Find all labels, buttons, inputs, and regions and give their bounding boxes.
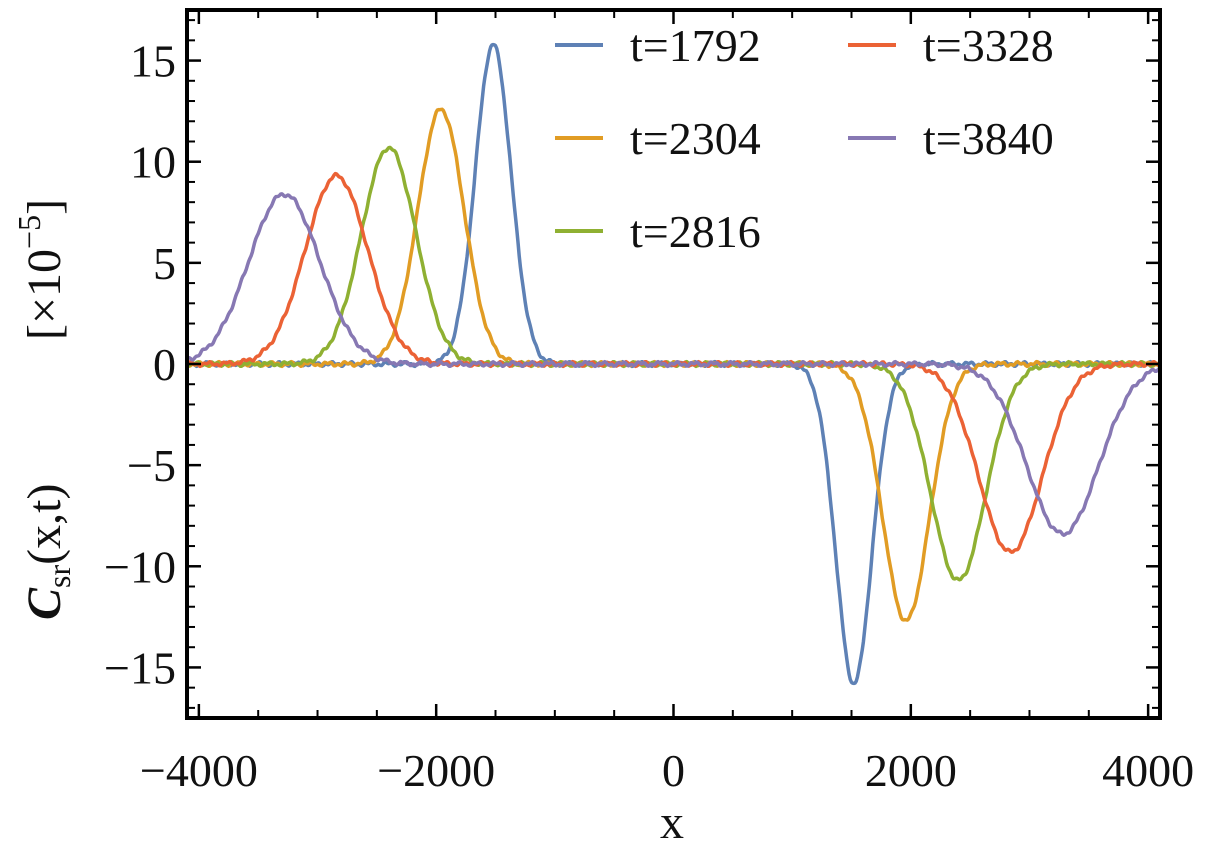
legend-item-4: t=3328 xyxy=(848,20,1054,71)
x-tick-label: 4000 xyxy=(1102,745,1194,796)
y-tick-label: 10 xyxy=(130,137,176,188)
y-tick-label: −10 xyxy=(104,541,176,592)
y-axis-label-args: (x,t) xyxy=(18,484,71,565)
y-unit-multiplier: [×10−5] xyxy=(11,199,71,340)
legend-label: t=2304 xyxy=(630,113,761,164)
svg-text:Csr(x,t): Csr(x,t) xyxy=(18,484,77,620)
y-axis-label-sub: sr xyxy=(41,565,77,588)
legend-item-3: t=2816 xyxy=(555,206,761,257)
y-tick-label: 5 xyxy=(153,238,176,289)
legend-label: t=1792 xyxy=(630,20,761,71)
legend-label: t=2816 xyxy=(630,206,761,257)
y-tick-label: 0 xyxy=(153,339,176,390)
y-tick-label: 15 xyxy=(130,36,176,87)
y-tick-label: −15 xyxy=(104,642,176,693)
legend-label: t=3840 xyxy=(923,113,1054,164)
x-tick-label: 0 xyxy=(662,745,685,796)
x-tick-label: −2000 xyxy=(377,745,495,796)
series-layer xyxy=(187,42,1160,686)
y-unit-exponent: −5 xyxy=(11,215,47,249)
x-axis-label: x xyxy=(660,796,684,849)
series-line-5 xyxy=(187,192,1160,537)
ticks-layer: −4000 −2000 0 2000 4000 −15 −10 −5 0 5 10 15 xyxy=(104,10,1194,796)
svg-text:[×10−5]: [×10−5] xyxy=(11,199,71,340)
y-unit-suffix: ] xyxy=(18,199,71,215)
y-axis-label-main: C xyxy=(18,587,71,620)
y-unit-prefix: [×10 xyxy=(18,249,71,340)
legend-item-2: t=2304 xyxy=(555,113,761,164)
legend-item-1: t=1792 xyxy=(555,20,761,71)
legend: t=1792 t=2304 t=2816 t=3328 t=3840 xyxy=(555,20,1054,257)
y-tick-label: −5 xyxy=(127,440,176,491)
y-axis-label: Csr(x,t) xyxy=(18,484,77,620)
legend-label: t=3328 xyxy=(923,20,1054,71)
x-tick-label: −4000 xyxy=(140,745,258,796)
x-tick-label: 2000 xyxy=(865,745,957,796)
plot-frame xyxy=(185,8,1162,720)
legend-item-5: t=3840 xyxy=(848,113,1054,164)
